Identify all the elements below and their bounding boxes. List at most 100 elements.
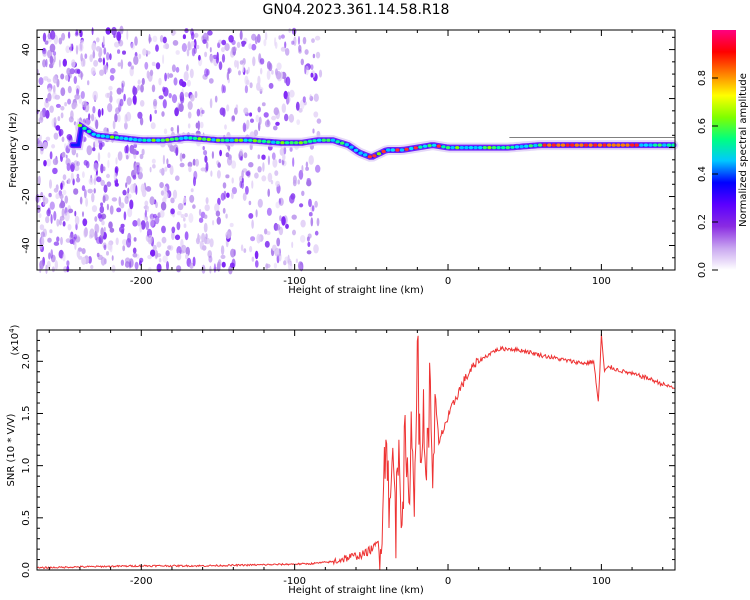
spectrogram-noise-blob [311,205,315,212]
spectrogram-noise-blob [231,177,234,184]
spectrogram-noise-blob [198,208,202,216]
spectrogram-noise-blob [82,171,85,179]
spectrogram-noise-blob [47,92,52,102]
spectrogram-noise-blob [97,152,101,162]
spectrogram-noise-blob [52,75,58,84]
x-tick-label: 0 [445,576,451,587]
spectrogram-noise-blob [69,68,75,75]
spectrogram-noise-blob [158,77,162,86]
spectrogram-noise-blob [256,233,261,244]
spectrogram-noise-blob [285,76,291,87]
spectrogram-noise-blob [240,156,243,161]
spectrogram-noise-blob [243,152,248,159]
spectrogram-noise-blob [179,152,183,162]
spectrogram-noise-blob [98,51,102,58]
spectrogram-noise-blob [120,259,124,266]
spectrogram-ridge-core [238,138,244,142]
spectrogram-noise-blob [258,116,262,126]
spectrogram-noise-blob [61,151,66,158]
spectrogram-noise-blob [316,118,322,124]
spectrogram-noise-blob [53,54,56,63]
spectrogram-noise-blob [92,90,98,101]
spectrogram-ridge-core [501,146,506,150]
spectrogram-noise-blob [193,32,199,38]
spectrogram-noise-blob [49,179,52,189]
spectrogram-noise-blob [71,59,76,68]
spectrogram-noise-blob [306,179,312,187]
spectrogram-noise-blob [178,103,184,112]
spectrogram-noise-blob [66,260,70,267]
spectrogram-noise-blob [92,147,96,152]
spectrogram-ridge-core [317,138,322,142]
spectrogram-ridge-core [179,136,184,140]
y-tick-label: -20 [21,188,32,204]
x-tick-label: -200 [130,576,153,587]
spectrogram-ridge-core [114,136,120,140]
spectrogram-noise-blob [263,39,267,47]
spectrogram-noise-blob [160,201,167,211]
spectrogram-noise-blob [60,182,63,190]
spectrogram-ridge-core [611,143,616,147]
spectrogram-noise-blob [214,203,220,213]
spectrogram-noise-blob [242,192,247,201]
spectrogram-ridge-core [459,146,464,150]
spectrogram-noise-blob [55,125,61,131]
spectrogram-noise-blob [261,175,267,182]
spectrogram-noise-blob [68,116,74,123]
spectrogram-noise-blob [130,65,134,70]
spectrogram-noise-blob [117,49,121,54]
spectrogram-noise-blob [131,148,137,155]
spectrogram-noise-blob [88,177,95,185]
spectrogram-noise-blob [92,106,96,114]
spectrogram-noise-blob [204,204,210,212]
spectrogram-noise-blob [264,31,268,41]
spectrogram-noise-blob [151,84,156,93]
spectrogram-ridge-core [100,134,106,138]
spectrogram-noise-blob [184,231,189,241]
spectrogram-noise-blob [67,98,72,105]
spectrogram-noise-blob [267,155,270,166]
spectrogram-noise-blob [282,153,286,161]
spectrogram-noise-blob [212,220,215,226]
spectrogram-noise-blob [62,189,67,195]
spectrogram-noise-blob [158,258,162,263]
spectrogram-noise-blob [186,64,189,72]
spectrogram-noise-blob [292,229,296,236]
spectrogram-noise-blob [66,265,70,273]
spectrogram-noise-blob [170,197,175,204]
spectrogram-noise-blob [95,46,101,52]
spectrogram-noise-blob [78,42,84,52]
spectrogram-ridge-core [280,141,285,145]
spectrogram-noise-blob [221,39,227,46]
figure-title: GN04.2023.361.14.58.R18 [263,2,450,18]
spectrogram-ridge-core [298,141,303,145]
spectrogram-noise-blob [189,194,195,203]
spectrogram-noise-blob [236,41,241,49]
spectrogram-noise-blob [249,112,253,117]
spectrogram-ridge-core [519,145,524,149]
spectrogram-noise-blob [102,57,105,66]
spectrogram-noise-blob [103,184,108,193]
spectrogram-noise-blob [116,87,122,95]
spectrogram-noise-blob [90,67,96,76]
spectrogram-noise-blob [223,190,227,200]
spectrogram-noise-blob [251,256,255,262]
spectrogram-noise-blob [76,173,80,178]
spectrogram-ridge-core [639,143,644,147]
spectrogram-noise-blob [234,107,238,115]
spectrogram-noise-blob [100,227,104,237]
spectrogram-noise-blob [74,165,80,172]
spectrogram-noise-blob [172,189,178,199]
spectrogram-noise-blob [182,34,186,40]
spectrogram-noise-blob [204,155,208,163]
spectrogram-noise-blob [38,213,42,219]
spectrogram-noise-blob [174,234,181,241]
spectrogram-ridge-core [137,138,142,142]
spectrogram-noise-blob [149,69,154,77]
spectrogram-noise-blob [292,175,297,184]
spectrogram-noise-blob [163,87,169,97]
spectrogram-noise-blob [132,220,138,227]
spectrogram-noise-blob [148,33,151,44]
spectrogram-noise-blob [279,215,282,222]
spectrogram-ridge-core [514,145,520,149]
